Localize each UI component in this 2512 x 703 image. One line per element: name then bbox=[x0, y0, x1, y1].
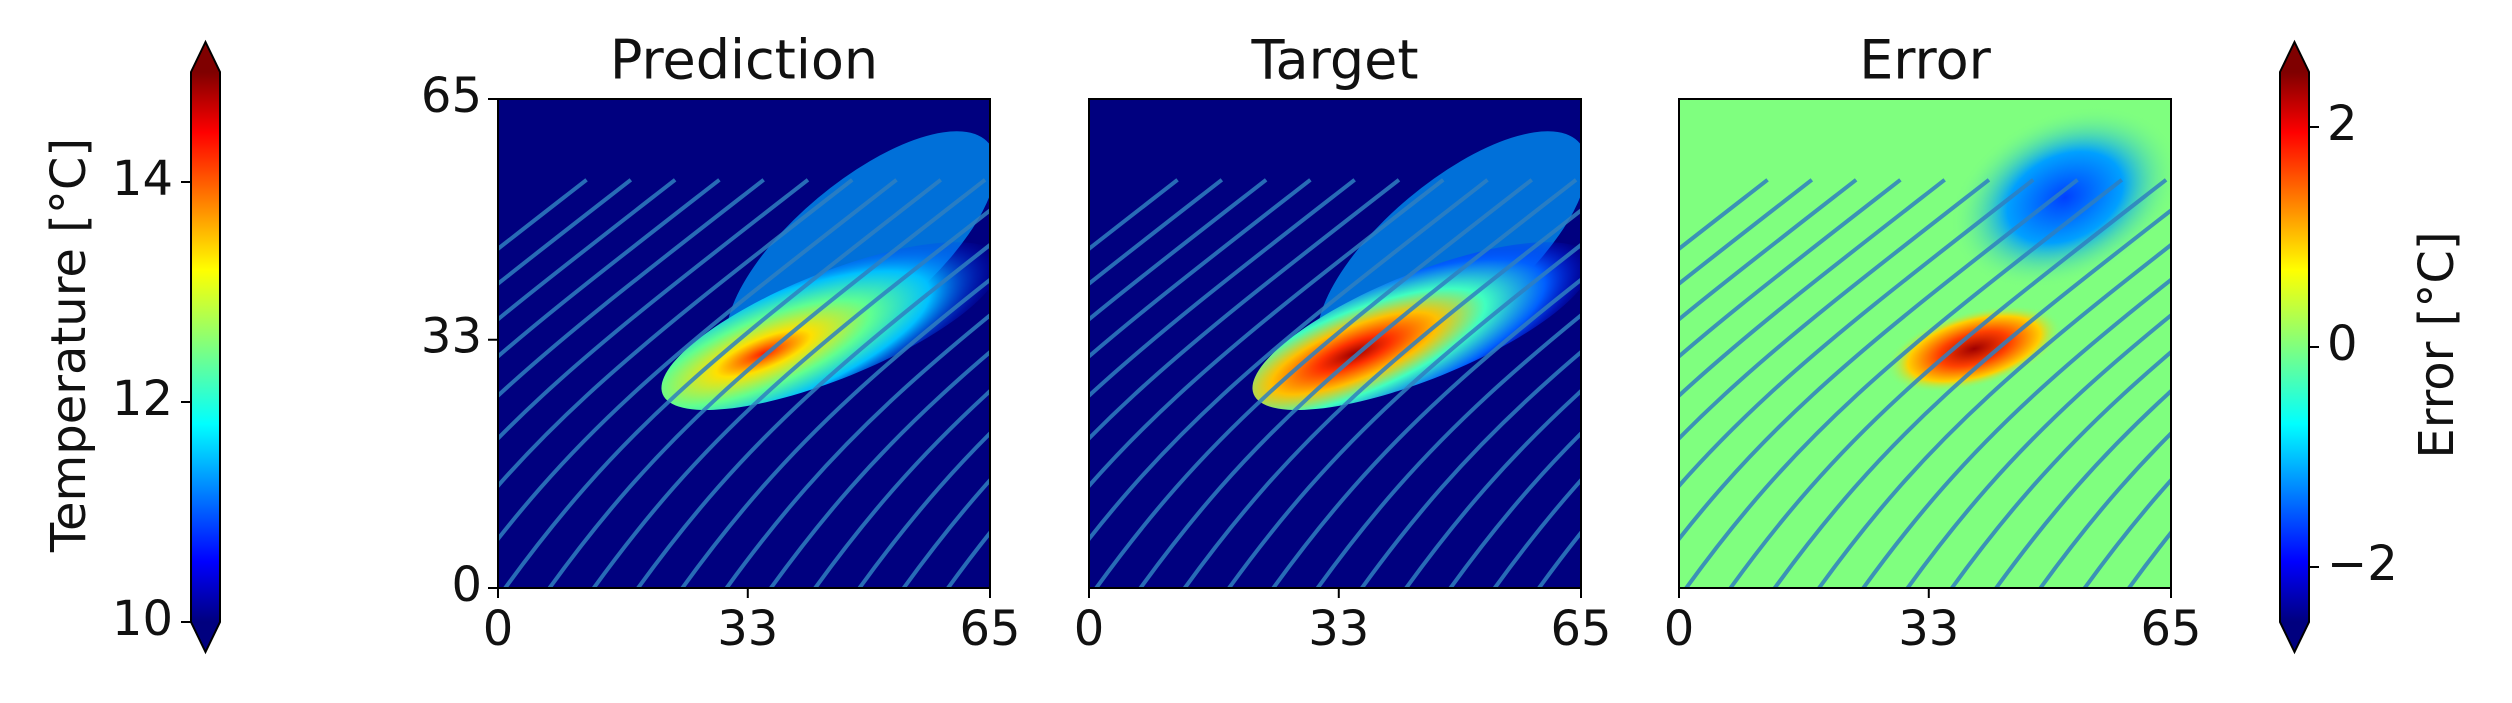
streamline bbox=[498, 178, 765, 399]
streamline bbox=[1492, 477, 1581, 588]
streamline bbox=[1093, 178, 1534, 588]
x-tick-label: 33 bbox=[1308, 601, 1369, 657]
streamline bbox=[1860, 277, 2171, 588]
streamline bbox=[1679, 178, 1991, 442]
streamline bbox=[1089, 178, 1401, 442]
colorbar bbox=[191, 72, 220, 622]
panel-title: Target bbox=[1250, 29, 1418, 92]
heatmap-panel bbox=[1679, 99, 2171, 588]
streamline bbox=[1270, 277, 1581, 588]
colorbar-extend-min bbox=[191, 622, 220, 652]
colorbar-extend-min bbox=[2280, 622, 2309, 652]
colorbar-label: Error [°C] bbox=[2409, 231, 2465, 458]
streamline bbox=[1359, 349, 1581, 588]
colorbar-extend-max bbox=[191, 42, 220, 72]
streamline bbox=[1089, 178, 1356, 399]
streamline bbox=[1816, 242, 2171, 588]
streamline bbox=[1683, 178, 2124, 588]
x-tick-label: 65 bbox=[1550, 601, 1611, 657]
streamline bbox=[1089, 178, 1224, 287]
streamline bbox=[857, 430, 990, 588]
panel-frame bbox=[1678, 98, 2172, 589]
streamline bbox=[1315, 312, 1581, 588]
streamline bbox=[1679, 178, 1858, 322]
colorbar-extend-max bbox=[2280, 42, 2309, 72]
streamline bbox=[498, 178, 810, 442]
streamline bbox=[1728, 178, 2168, 588]
streamline bbox=[635, 242, 990, 588]
streamline bbox=[1089, 178, 1445, 489]
streamline bbox=[1448, 430, 1581, 588]
streamline bbox=[498, 178, 854, 489]
x-tick-label: 0 bbox=[483, 601, 514, 657]
y-tick-label: 65 bbox=[421, 68, 482, 124]
streamline bbox=[1679, 178, 1769, 252]
colorbar-tick-label: 10 bbox=[112, 591, 173, 647]
streamline bbox=[1679, 178, 1946, 399]
streamline bbox=[1993, 388, 2171, 588]
streamline bbox=[498, 178, 633, 287]
heatmap-panel bbox=[1089, 99, 1581, 588]
plume bbox=[1252, 242, 1581, 411]
streamline bbox=[547, 178, 987, 588]
plume bbox=[661, 242, 990, 411]
error-negative bbox=[1949, 106, 2171, 289]
streamline bbox=[1679, 178, 1814, 287]
colorbar-label: Temperature [°C] bbox=[41, 138, 97, 553]
streamline bbox=[768, 349, 990, 588]
streamline bbox=[1403, 388, 1581, 588]
streamline bbox=[724, 312, 990, 588]
colorbar-tick-label: 12 bbox=[112, 371, 173, 427]
colorbar-tick-label: −2 bbox=[2327, 536, 2398, 592]
streamline bbox=[679, 277, 990, 588]
y-tick-label: 0 bbox=[451, 557, 482, 613]
x-tick-label: 33 bbox=[1898, 601, 1959, 657]
x-tick-label: 0 bbox=[1074, 601, 1105, 657]
panel-title: Prediction bbox=[610, 29, 878, 92]
streamline bbox=[1226, 242, 1581, 588]
streamline bbox=[2038, 430, 2171, 588]
streamline bbox=[591, 207, 990, 588]
panel-frame bbox=[497, 98, 991, 589]
x-tick-label: 0 bbox=[1664, 601, 1695, 657]
streamline bbox=[1089, 178, 1179, 252]
streamline bbox=[2082, 477, 2171, 588]
streamline bbox=[1138, 178, 1578, 588]
streamline bbox=[498, 178, 721, 360]
x-tick-label: 65 bbox=[2140, 601, 2201, 657]
streamline bbox=[498, 178, 588, 252]
streamline bbox=[1182, 207, 1581, 588]
panel-title: Error bbox=[1859, 29, 1991, 92]
streamline bbox=[901, 477, 990, 588]
x-tick-label: 65 bbox=[959, 601, 1020, 657]
panel-frame bbox=[1088, 98, 1582, 589]
streamline bbox=[1679, 178, 1902, 360]
streamline bbox=[1905, 312, 2171, 588]
streamline bbox=[1949, 349, 2171, 588]
streamline bbox=[1772, 207, 2171, 588]
streamline bbox=[812, 388, 990, 588]
streamline bbox=[1089, 178, 1312, 360]
streamline bbox=[1089, 178, 1489, 543]
colorbar-tick-label: 0 bbox=[2327, 316, 2358, 372]
streamline bbox=[498, 178, 898, 543]
colorbar bbox=[2280, 72, 2309, 622]
x-tick-label: 33 bbox=[717, 601, 778, 657]
colorbar-tick-label: 14 bbox=[112, 151, 173, 207]
streamline bbox=[1679, 178, 2035, 489]
streamline bbox=[1089, 178, 1268, 322]
heatmap-panel bbox=[498, 99, 990, 588]
y-tick-label: 33 bbox=[421, 309, 482, 365]
streamline bbox=[502, 178, 943, 588]
streamline bbox=[498, 178, 677, 322]
colorbar-outline bbox=[2279, 39, 2310, 655]
streamline bbox=[1679, 178, 2079, 543]
colorbar-tick-label: 2 bbox=[2327, 96, 2358, 152]
